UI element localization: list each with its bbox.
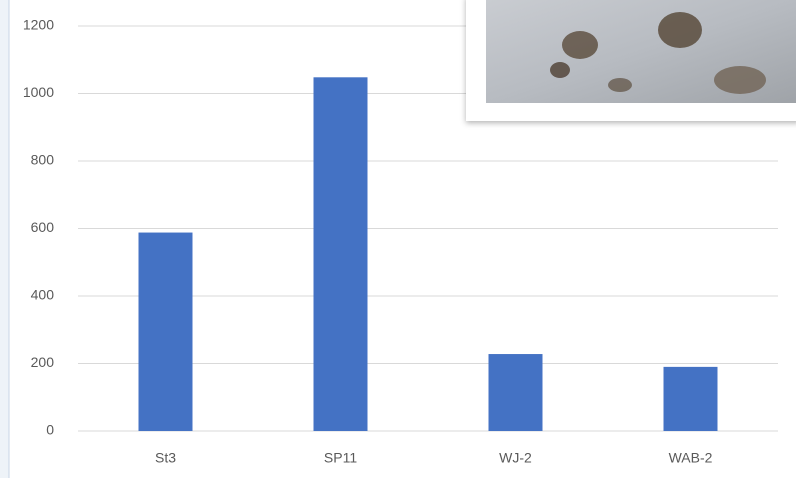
x-tick-label: St3 [155,450,176,466]
y-tick-label: 200 [31,354,55,370]
x-tick-label: WAB-2 [669,450,713,466]
x-tick-label: SP11 [324,450,357,466]
left-edge [0,0,9,478]
photo-detail [658,12,702,48]
bar [313,77,368,432]
bar [663,366,718,431]
plot-area: 0 200 400 600 800 1000 1200 St3 SP11 WJ-2 WAB-2 [23,17,778,466]
inset-photo [466,0,796,121]
photo-detail [714,66,766,94]
photo-detail [550,62,570,78]
y-tick-label: 400 [31,287,55,303]
photo-detail [608,78,632,92]
x-tick-label: WJ-2 [499,450,532,466]
y-tick-label: 1200 [23,17,54,33]
y-tick-label: 0 [46,422,54,438]
y-tick-label: 600 [31,219,55,235]
bar [138,232,193,431]
bar [488,354,543,431]
y-tick-label: 800 [31,152,55,168]
photo-detail [562,31,598,59]
y-tick-label: 1000 [23,84,54,100]
